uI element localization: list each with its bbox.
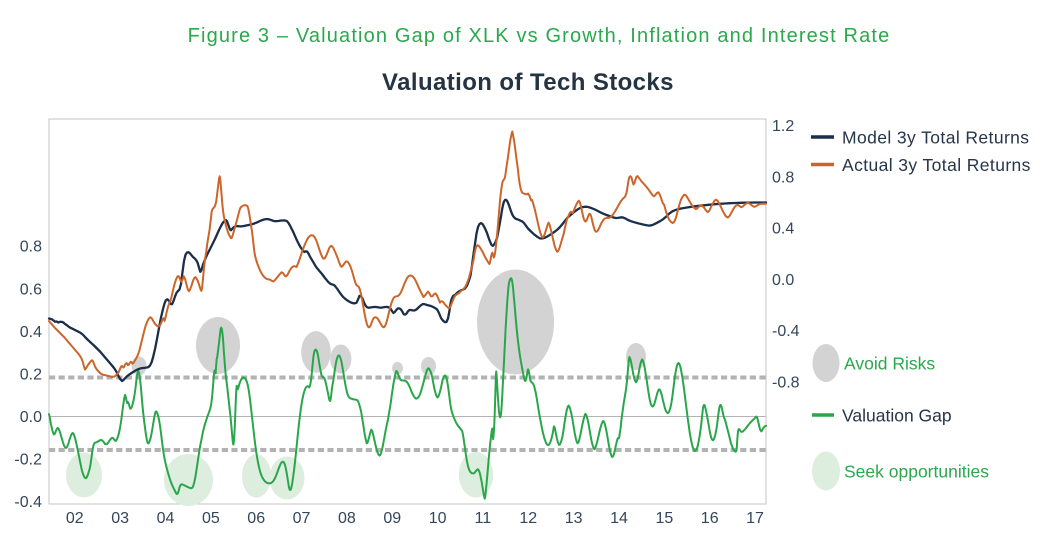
svg-text:12: 12 <box>519 510 537 527</box>
svg-text:-0.4: -0.4 <box>14 494 42 511</box>
svg-text:0.0: 0.0 <box>772 272 794 289</box>
svg-text:06: 06 <box>247 510 265 527</box>
svg-text:15: 15 <box>655 510 673 527</box>
svg-text:0.8: 0.8 <box>20 239 42 256</box>
svg-text:-0.4: -0.4 <box>772 323 800 340</box>
svg-text:Valuation Gap: Valuation Gap <box>842 406 952 426</box>
svg-text:07: 07 <box>293 510 311 527</box>
svg-text:14: 14 <box>610 510 628 527</box>
svg-text:Model 3y Total Returns: Model 3y Total Returns <box>842 128 1029 148</box>
svg-text:0.0: 0.0 <box>20 409 42 426</box>
svg-text:13: 13 <box>565 510 583 527</box>
svg-text:02: 02 <box>66 510 84 527</box>
svg-text:16: 16 <box>701 510 719 527</box>
svg-text:Figure 3 – Valuation Gap of XL: Figure 3 – Valuation Gap of XLK vs Growt… <box>188 25 891 47</box>
svg-text:04: 04 <box>157 510 175 527</box>
svg-text:0.6: 0.6 <box>20 282 42 299</box>
svg-text:Actual 3y Total Returns: Actual 3y Total Returns <box>842 155 1031 175</box>
svg-text:1.2: 1.2 <box>772 118 794 135</box>
svg-text:-0.8: -0.8 <box>772 375 800 392</box>
svg-text:Avoid Risks: Avoid Risks <box>844 354 935 374</box>
svg-text:0.2: 0.2 <box>20 367 42 384</box>
svg-text:0.4: 0.4 <box>20 324 42 341</box>
svg-text:Valuation of Tech Stocks: Valuation of Tech Stocks <box>382 69 674 96</box>
svg-text:11: 11 <box>475 510 492 527</box>
svg-text:0.8: 0.8 <box>772 169 794 186</box>
svg-text:05: 05 <box>202 510 220 527</box>
svg-text:17: 17 <box>746 510 764 527</box>
svg-text:09: 09 <box>383 510 401 527</box>
svg-text:0.4: 0.4 <box>772 221 794 238</box>
svg-text:Seek opportunities: Seek opportunities <box>844 462 989 482</box>
svg-text:08: 08 <box>338 510 356 527</box>
svg-text:10: 10 <box>429 510 447 527</box>
svg-text:-0.2: -0.2 <box>14 452 42 469</box>
svg-text:03: 03 <box>111 510 129 527</box>
